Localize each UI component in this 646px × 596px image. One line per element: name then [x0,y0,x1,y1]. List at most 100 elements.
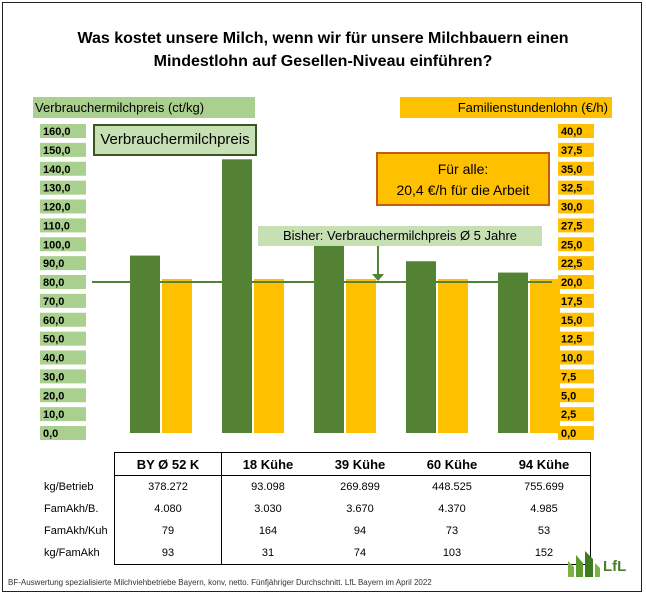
table-cell: 3.670 [346,503,374,515]
row-label: FamAkh/B. [44,503,99,515]
note-line2: 20,4 €/h für die Arbeit [396,182,530,198]
left-tick-label: 140,0 [43,164,71,176]
data-table: BY Ø 52 K 18 Kühe 39 Kühe 60 Kühe 94 Küh… [40,452,591,565]
col-header: BY Ø 52 K [114,452,222,476]
table-cell: 103 [406,542,498,565]
table-row: kg/FamAkh 93 31 74 103 152 [40,542,591,565]
right-tick-label: 12,5 [561,334,582,346]
right-tick-label: 10,0 [561,353,582,365]
left-tick-label: 160,0 [43,126,71,138]
left-tick-label: 10,0 [43,409,64,421]
right-tick-label: 35,0 [561,164,582,176]
table-cell: 4.080 [114,498,222,520]
left-tick-bg [40,142,86,157]
left-tick-bg [40,180,86,195]
right-tick-label: 7,5 [561,371,576,383]
left-tick-label: 150,0 [43,145,71,157]
lfl-logo-icon [568,551,600,577]
col-header: 39 Kühe [314,452,406,476]
table-cell: 31 [221,542,314,565]
right-tick-bg [558,199,594,214]
table-cell: 269.899 [314,475,406,498]
left-tick-bg [40,350,86,365]
bar-green [498,272,528,433]
left-tick-label: 130,0 [43,183,71,195]
table-cell: 94 [353,525,367,537]
table-cell: 74 [314,542,406,565]
chart-title-line2: Mindestlohn auf Gesellen-Niveau einführe… [153,53,493,70]
left-tick-label: 50,0 [43,334,64,346]
table-row: kg/Betrieb 378.272 93.098 269.899 448.52… [40,475,591,498]
left-tick-bg [40,218,86,233]
right-tick-bg [558,312,594,327]
right-tick-bg [558,275,594,289]
right-tick-label: 40,0 [561,126,582,138]
right-tick-label: 22,5 [561,258,582,270]
reference-line-label: Bisher: Verbrauchermilchpreis Ø 5 Jahre [258,226,542,246]
right-tick-bg [558,293,594,308]
bar-chart: 0,0 10,0 20,0 30,0 40,0 50,0 60,0 70,0 80,0 90,0 1… [40,124,594,440]
right-tick-bg [558,331,594,346]
right-tick-label: 17,5 [561,296,582,308]
left-tick-bg [40,369,86,384]
table-cell: 93.098 [221,475,314,498]
note-box: Für alle: 20,4 €/h für die Arbeit [376,152,550,206]
chart-title-line1: Was kostet unsere Milch, wenn wir für un… [77,30,569,47]
bar-orange [346,278,376,433]
table-cell: 73 [445,525,459,537]
left-tick-label: 80,0 [43,277,64,289]
left-axis-label: Verbrauchermilchpreis (ct/kg) [33,97,255,118]
left-tick-label: 30,0 [43,371,64,383]
footer-note: BF-Auswertung spezialisierte Milchviehbe… [8,578,432,587]
left-tick-label: 90,0 [43,258,64,270]
col-header: 60 Kühe [406,452,498,476]
right-tick-label: 2,5 [561,409,576,421]
left-tick-label: 40,0 [43,353,64,365]
right-tick-label: 37,5 [561,145,582,157]
left-tick-bg [40,124,86,138]
bar-green [314,245,344,433]
table-cell: 378.272 [114,475,222,498]
right-tick-label: 15,0 [561,315,582,327]
col-header: 94 Kühe [498,452,591,476]
left-tick-bg [40,407,86,422]
right-tick-bg [558,124,594,138]
left-tick-bg [40,199,86,214]
table-cell: 4.985 [498,498,591,520]
table-cell: 79 [114,520,222,542]
note-line1: Für alle: [437,161,489,177]
right-axis-label: Familienstundenlohn (€/h) [400,97,612,118]
right-tick-label: 32,5 [561,183,582,195]
right-tick-bg [558,350,594,365]
left-tick-bg [40,388,86,403]
right-tick-bg [558,218,594,233]
table-cell: 152 [498,542,591,565]
table-header-row: BY Ø 52 K 18 Kühe 39 Kühe 60 Kühe 94 Küh… [40,452,591,476]
table-cell: 755.699 [498,475,591,498]
table-cell: 4.370 [438,503,466,515]
right-tick-bg [558,426,594,440]
left-tick-label: 110,0 [43,220,70,232]
right-tick-label: 20,0 [561,277,582,289]
row-label: FamAkh/Kuh [44,525,108,537]
right-tick-bg [558,180,594,195]
reference-arrow-head [372,274,384,281]
col-header: 18 Kühe [221,452,314,476]
right-tick-label: 27,5 [561,220,582,232]
right-tick-label: 5,0 [561,390,576,402]
left-tick-label: 120,0 [43,202,71,214]
left-tick-label: 60,0 [43,315,64,327]
table-cell: 3.030 [254,503,282,515]
left-tick-bg [40,293,86,308]
row-label: kg/FamAkh [44,547,100,560]
table-cell: 448.525 [406,475,498,498]
right-tick-bg [558,369,594,384]
left-tick-label: 70,0 [43,296,64,308]
right-tick-label: 0,0 [561,428,576,440]
bar-green [222,159,252,433]
bar-green [406,261,436,433]
bar-orange [530,278,560,433]
left-tick-bg [40,256,86,271]
logo-text: LfL [603,558,627,575]
